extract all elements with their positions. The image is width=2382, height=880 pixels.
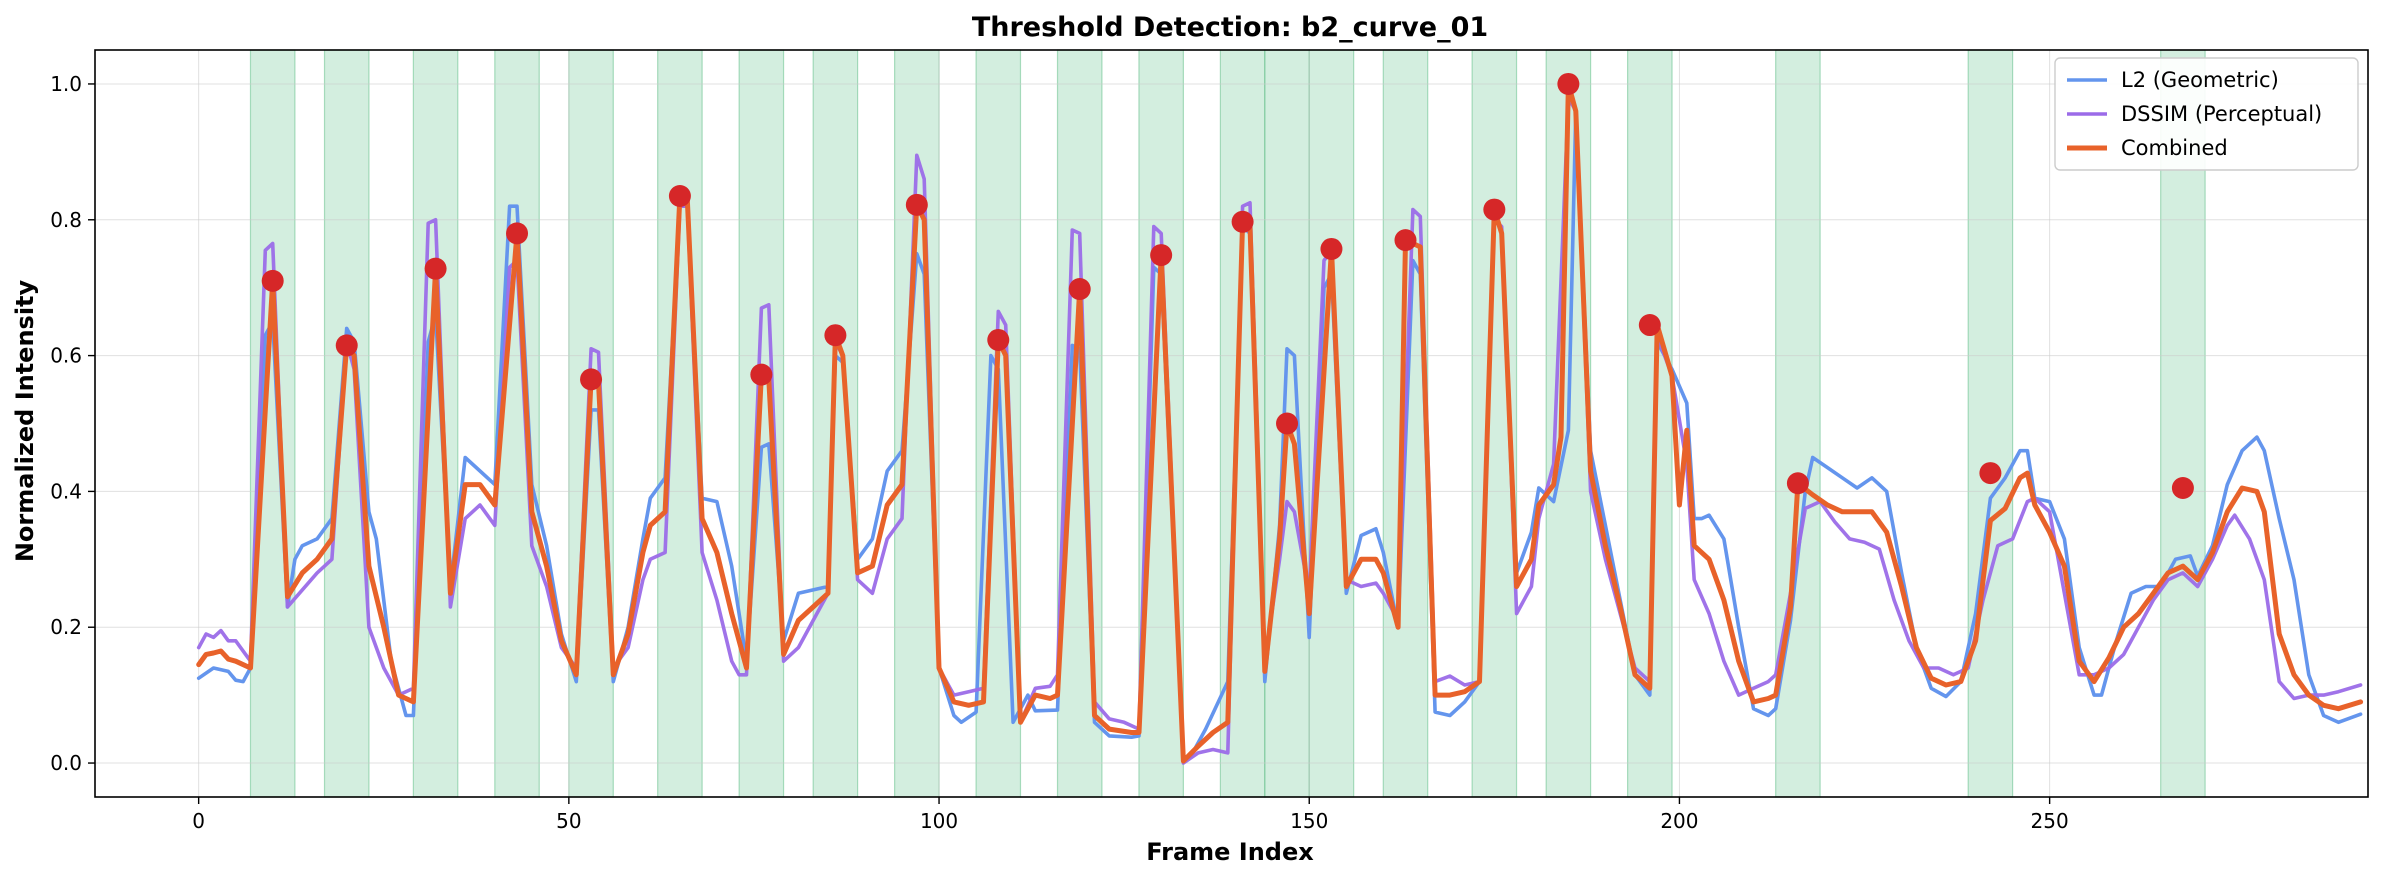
- x-axis-label: Frame Index: [1146, 838, 1314, 866]
- peak-marker-21: [2171, 477, 2194, 500]
- peak-marker-5: [668, 185, 691, 208]
- peak-marker-10: [1068, 278, 1091, 301]
- peak-marker-17: [1557, 72, 1580, 95]
- peak-marker-16: [1483, 198, 1506, 221]
- highlight-region-7: [812, 49, 859, 798]
- peak-marker-6: [750, 363, 773, 386]
- highlight-region-11: [1138, 49, 1184, 798]
- peak-marker-4: [580, 368, 603, 391]
- chart-title: Threshold Detection: b2_curve_01: [972, 12, 1488, 43]
- x-tick-label-1: 50: [556, 809, 581, 833]
- legend-box: [2054, 57, 2359, 171]
- peak-marker-8: [905, 193, 928, 216]
- peak-marker-1: [335, 334, 358, 357]
- peak-marker-19: [1786, 472, 1809, 495]
- y-tick-label-4: 0.8: [50, 208, 82, 232]
- legend-label-dssim: DSSIM (Perceptual): [2121, 102, 2322, 126]
- peak-marker-2: [424, 257, 447, 280]
- y-axis-label: Normalized Intensity: [11, 279, 39, 562]
- peak-marker-0: [261, 269, 284, 292]
- y-tick-label-0: 0.0: [50, 751, 82, 775]
- peak-marker-9: [987, 328, 1010, 351]
- legend: L2 (Geometric) DSSIM (Perceptual) Combined: [2054, 57, 2359, 171]
- x-tick-label-3: 150: [1290, 809, 1328, 833]
- highlight-region-21: [2160, 49, 2206, 798]
- y-tick-label-2: 0.4: [50, 479, 82, 503]
- plot-frame: [94, 49, 2369, 798]
- peak-marker-20: [1979, 462, 2002, 485]
- y-tick-label-3: 0.6: [50, 344, 82, 368]
- plot-area-border: [94, 49, 2369, 798]
- peak-marker-14: [1320, 237, 1343, 260]
- y-tick-label-5: 1.0: [50, 72, 82, 96]
- y-tick-label-1: 0.2: [50, 615, 82, 639]
- highlight-region-0: [249, 49, 296, 798]
- legend-label-l2: L2 (Geometric): [2121, 68, 2279, 92]
- highlight-region-19: [1775, 49, 1821, 798]
- legend-label-combined: Combined: [2121, 136, 2228, 160]
- peak-marker-15: [1394, 229, 1417, 252]
- x-tick-label-4: 200: [1660, 809, 1698, 833]
- x-tick-label-5: 250: [2031, 809, 2069, 833]
- x-tick-label-0: 0: [192, 809, 205, 833]
- highlight-region-20: [1967, 49, 2014, 798]
- x-tick-label-2: 100: [920, 809, 958, 833]
- peak-marker-7: [824, 324, 847, 347]
- peak-marker-12: [1231, 210, 1254, 233]
- peak-markers: [261, 72, 2194, 500]
- peak-marker-3: [506, 222, 529, 245]
- peak-marker-11: [1150, 244, 1173, 267]
- peak-marker-18: [1638, 314, 1661, 337]
- peak-marker-13: [1276, 412, 1299, 435]
- axis-ticks: 0 50 100 150 200 250 0.0 0.2 0.4 0.6 0.8 1.0: [50, 72, 2069, 833]
